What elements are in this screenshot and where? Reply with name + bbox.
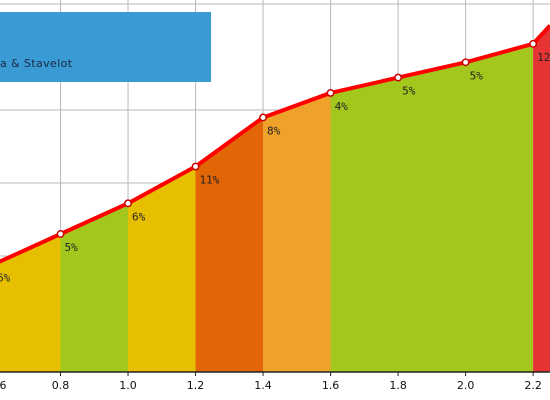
elevation-line xyxy=(0,24,550,264)
gradient-label: 12 xyxy=(537,51,550,64)
x-tick-label: 2.2 xyxy=(524,379,542,392)
elevation-point xyxy=(191,162,200,171)
gradient-label: 5% xyxy=(402,85,416,98)
gradient-segment xyxy=(263,92,331,372)
elevation-point xyxy=(259,113,268,122)
x-tick-label: 6 xyxy=(0,379,7,392)
x-tick-label: 1.4 xyxy=(254,379,272,392)
elevation-point xyxy=(394,73,403,82)
chart-title: a & Stavelot xyxy=(0,57,73,70)
elevation-point xyxy=(56,230,65,238)
elevation-point xyxy=(326,88,335,97)
gradient-label: 11% xyxy=(200,174,220,187)
x-tick-label: 1.2 xyxy=(187,379,205,392)
gradient-segment xyxy=(0,234,61,372)
gradient-segment xyxy=(128,166,196,372)
gradient-segment xyxy=(330,77,399,372)
gradient-label: 6% xyxy=(132,210,146,223)
gradient-segment xyxy=(195,117,264,372)
gradient-label: 5% xyxy=(65,241,79,254)
gradient-segment xyxy=(533,25,550,372)
gradient-segment xyxy=(398,62,466,373)
gradient-label: 4% xyxy=(335,100,349,113)
elevation-point xyxy=(124,199,132,208)
x-tick-label: 1.6 xyxy=(322,379,340,392)
gradient-label: 8% xyxy=(267,124,281,137)
gradient-segment xyxy=(465,43,534,372)
gradient-label: 5% xyxy=(470,69,484,82)
x-tick-label: 2.0 xyxy=(457,379,475,392)
elevation-point xyxy=(529,39,538,48)
gradient-label: 6% xyxy=(0,272,11,285)
elevation-point xyxy=(461,58,470,67)
chart-title-box xyxy=(0,12,211,82)
x-tick-label: 1.0 xyxy=(119,379,137,392)
x-tick-label: 0.8 xyxy=(52,379,70,392)
x-tick-label: 1.8 xyxy=(389,379,407,392)
gradient-segment xyxy=(60,203,129,372)
